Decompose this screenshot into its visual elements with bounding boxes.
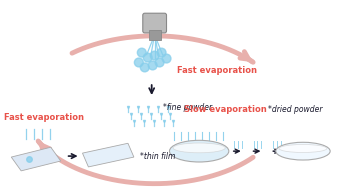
Polygon shape [82,143,134,167]
Text: *thin film: *thin film [140,152,175,161]
Text: *dried powder: *dried powder [268,105,323,114]
FancyBboxPatch shape [143,13,166,33]
FancyBboxPatch shape [149,30,161,40]
Ellipse shape [173,143,225,153]
Polygon shape [11,147,61,171]
Circle shape [134,58,143,67]
Circle shape [162,54,171,63]
Circle shape [137,48,146,57]
Circle shape [157,48,166,57]
Circle shape [140,63,149,72]
Circle shape [143,53,152,62]
Circle shape [155,58,164,67]
Ellipse shape [170,140,229,162]
Ellipse shape [279,145,327,153]
Circle shape [150,51,159,60]
Text: *fine powder: *fine powder [163,103,212,112]
Ellipse shape [276,142,330,160]
Text: Slow evaporation: Slow evaporation [184,105,267,114]
Text: Fast evaporation: Fast evaporation [4,113,84,122]
Text: Fast evaporation: Fast evaporation [177,66,257,75]
Circle shape [148,61,157,70]
